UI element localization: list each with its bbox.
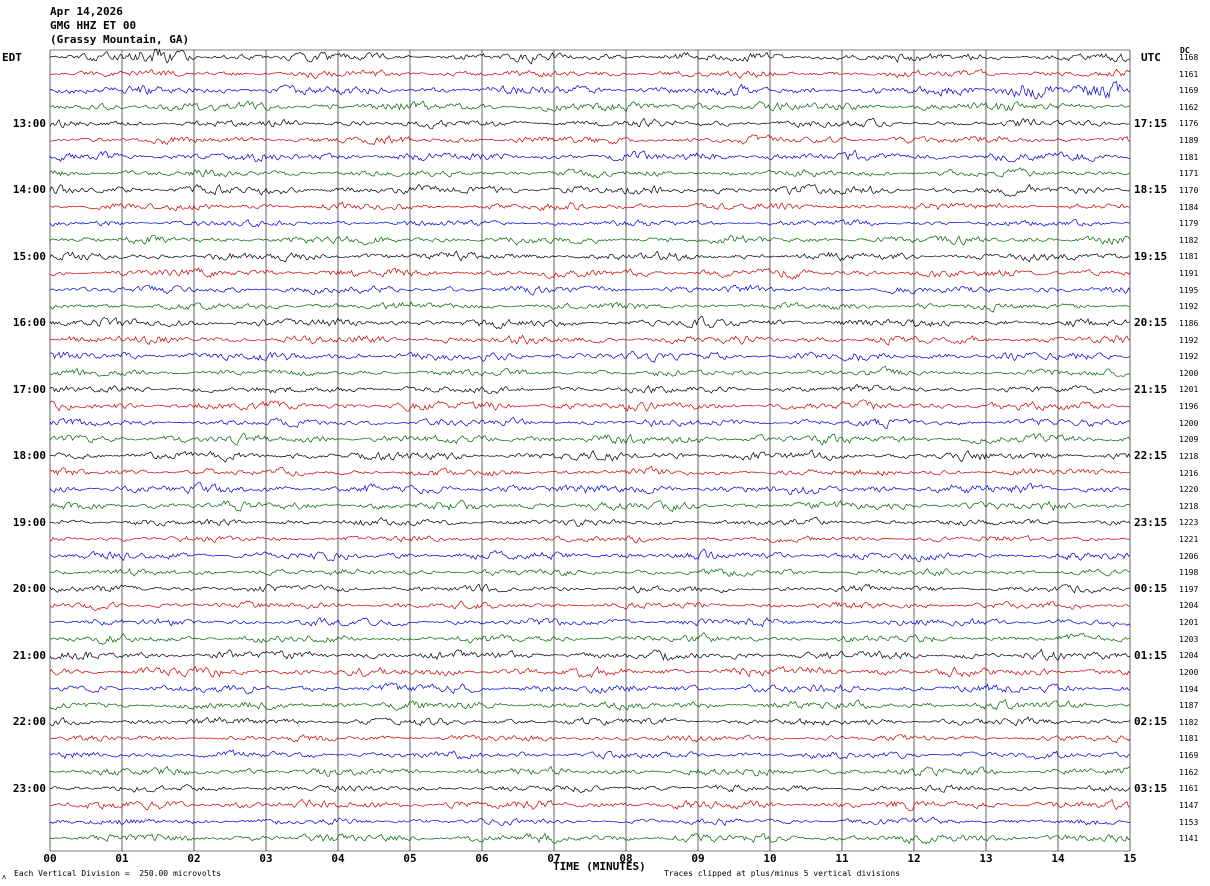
hour-label-utc: 17:15 xyxy=(1134,116,1168,130)
dc-value: 1147 xyxy=(1179,800,1199,810)
hour-label-utc: 23:15 xyxy=(1134,515,1168,529)
dc-value: 1182 xyxy=(1179,235,1199,245)
hour-label-edt: 19:00 xyxy=(12,515,46,529)
dc-value: 1170 xyxy=(1179,185,1199,195)
plot-date: Apr 14,2026 xyxy=(50,5,123,18)
dc-value: 1223 xyxy=(1179,518,1199,528)
dc-value: 1198 xyxy=(1179,568,1199,578)
dc-value: 1179 xyxy=(1179,219,1199,229)
x-tick-label: 08 xyxy=(619,852,633,865)
dc-value: 1184 xyxy=(1179,202,1199,212)
x-tick-label: 00 xyxy=(43,852,57,865)
dc-value: 1191 xyxy=(1179,269,1199,279)
x-tick-label: 04 xyxy=(331,852,345,865)
x-tick-label: 06 xyxy=(475,852,489,865)
clip-note: Traces clipped at plus/minus 5 vertical … xyxy=(664,869,901,878)
dc-value: 1196 xyxy=(1179,402,1199,412)
dc-value: 1195 xyxy=(1179,285,1199,295)
hour-label-utc: 00:15 xyxy=(1134,582,1168,596)
dc-value: 1216 xyxy=(1179,468,1199,478)
hour-label-edt: 16:00 xyxy=(12,316,46,330)
dc-value: 1141 xyxy=(1179,834,1199,844)
dc-value: 1192 xyxy=(1179,352,1199,362)
right-timezone-label: UTC xyxy=(1141,51,1161,64)
dc-value: 1169 xyxy=(1179,86,1199,96)
hour-label-utc: 03:15 xyxy=(1134,781,1168,795)
x-axis-title: TIME (MINUTES) xyxy=(553,860,646,873)
hour-label-edt: 23:00 xyxy=(12,781,46,795)
dc-value: 1181 xyxy=(1179,152,1199,162)
dc-value: 1162 xyxy=(1179,102,1199,112)
dc-value: 1197 xyxy=(1179,584,1199,594)
hour-label-utc: 20:15 xyxy=(1134,316,1168,330)
dc-value: 1220 xyxy=(1179,485,1199,495)
dc-value: 1200 xyxy=(1179,418,1199,428)
dc-value: 1168 xyxy=(1179,53,1199,62)
scale-note: Each Vertical Division = 250.00 microvol… xyxy=(14,869,222,878)
dc-value: 1201 xyxy=(1179,618,1199,628)
corner-glyph: ʌ xyxy=(2,873,7,881)
dc-value: 1186 xyxy=(1179,318,1199,328)
hour-label-utc: 22:15 xyxy=(1134,449,1168,463)
hour-label-edt: 22:00 xyxy=(12,715,46,729)
dc-value: 1200 xyxy=(1179,667,1199,677)
dc-value: 1171 xyxy=(1179,169,1199,179)
dc-value: 1192 xyxy=(1179,302,1199,312)
dc-value: 1161 xyxy=(1179,784,1199,794)
hour-label-edt: 13:00 xyxy=(12,116,46,130)
dc-value: 1204 xyxy=(1179,601,1199,611)
x-tick-label: 03 xyxy=(259,852,273,865)
x-tick-label: 07 xyxy=(547,852,561,865)
left-timezone-label: EDT xyxy=(2,51,22,64)
hour-label-utc: 19:15 xyxy=(1134,249,1168,263)
dc-value: 1209 xyxy=(1179,435,1199,445)
x-tick-label: 05 xyxy=(403,852,417,865)
dc-column-header: DC xyxy=(1180,46,1190,55)
dc-value: 1218 xyxy=(1179,501,1199,511)
hour-label-edt: 15:00 xyxy=(12,249,46,263)
hour-label-edt: 20:00 xyxy=(12,582,46,596)
x-tick-label: 10 xyxy=(763,852,777,865)
x-tick-label: 11 xyxy=(835,852,849,865)
x-tick-label: 12 xyxy=(907,852,921,865)
dc-value: 1201 xyxy=(1179,385,1199,395)
dc-value: 1153 xyxy=(1179,817,1199,827)
dc-value: 1181 xyxy=(1179,252,1199,262)
station-location: (Grassy Mountain, GA) xyxy=(50,33,190,46)
dc-value: 1194 xyxy=(1179,684,1199,694)
x-tick-label: 01 xyxy=(115,852,129,865)
dc-value: 1200 xyxy=(1179,368,1199,378)
dc-value: 1204 xyxy=(1179,651,1199,661)
hour-label-utc: 01:15 xyxy=(1134,648,1168,662)
dc-value: 1181 xyxy=(1179,734,1199,744)
hour-label-edt: 18:00 xyxy=(12,449,46,463)
dc-value: 1162 xyxy=(1179,767,1199,777)
hour-label-edt: 21:00 xyxy=(12,648,46,662)
x-tick-label: 15 xyxy=(1123,852,1137,865)
station-id: GMG HHZ ET 00 xyxy=(50,19,137,32)
dc-value: 1218 xyxy=(1179,451,1199,461)
dc-value: 1161 xyxy=(1179,69,1199,79)
dc-value: 1206 xyxy=(1179,551,1199,561)
dc-value: 1203 xyxy=(1179,634,1199,644)
x-tick-label: 14 xyxy=(1051,852,1065,865)
dc-value: 1221 xyxy=(1179,534,1199,544)
dc-value: 1176 xyxy=(1179,119,1199,129)
hour-label-utc: 18:15 xyxy=(1134,183,1168,197)
dc-value: 1192 xyxy=(1179,335,1199,345)
x-tick-label: 13 xyxy=(979,852,993,865)
hour-label-utc: 21:15 xyxy=(1134,382,1168,396)
dc-value: 1169 xyxy=(1179,751,1199,761)
dc-value: 1182 xyxy=(1179,717,1199,727)
hour-label-utc: 02:15 xyxy=(1134,715,1168,729)
x-tick-label: 02 xyxy=(187,852,201,865)
hour-label-edt: 14:00 xyxy=(12,183,46,197)
hour-label-edt: 17:00 xyxy=(12,382,46,396)
dc-value: 1189 xyxy=(1179,136,1199,146)
dc-value: 1187 xyxy=(1179,701,1199,711)
x-tick-label: 09 xyxy=(691,852,705,865)
